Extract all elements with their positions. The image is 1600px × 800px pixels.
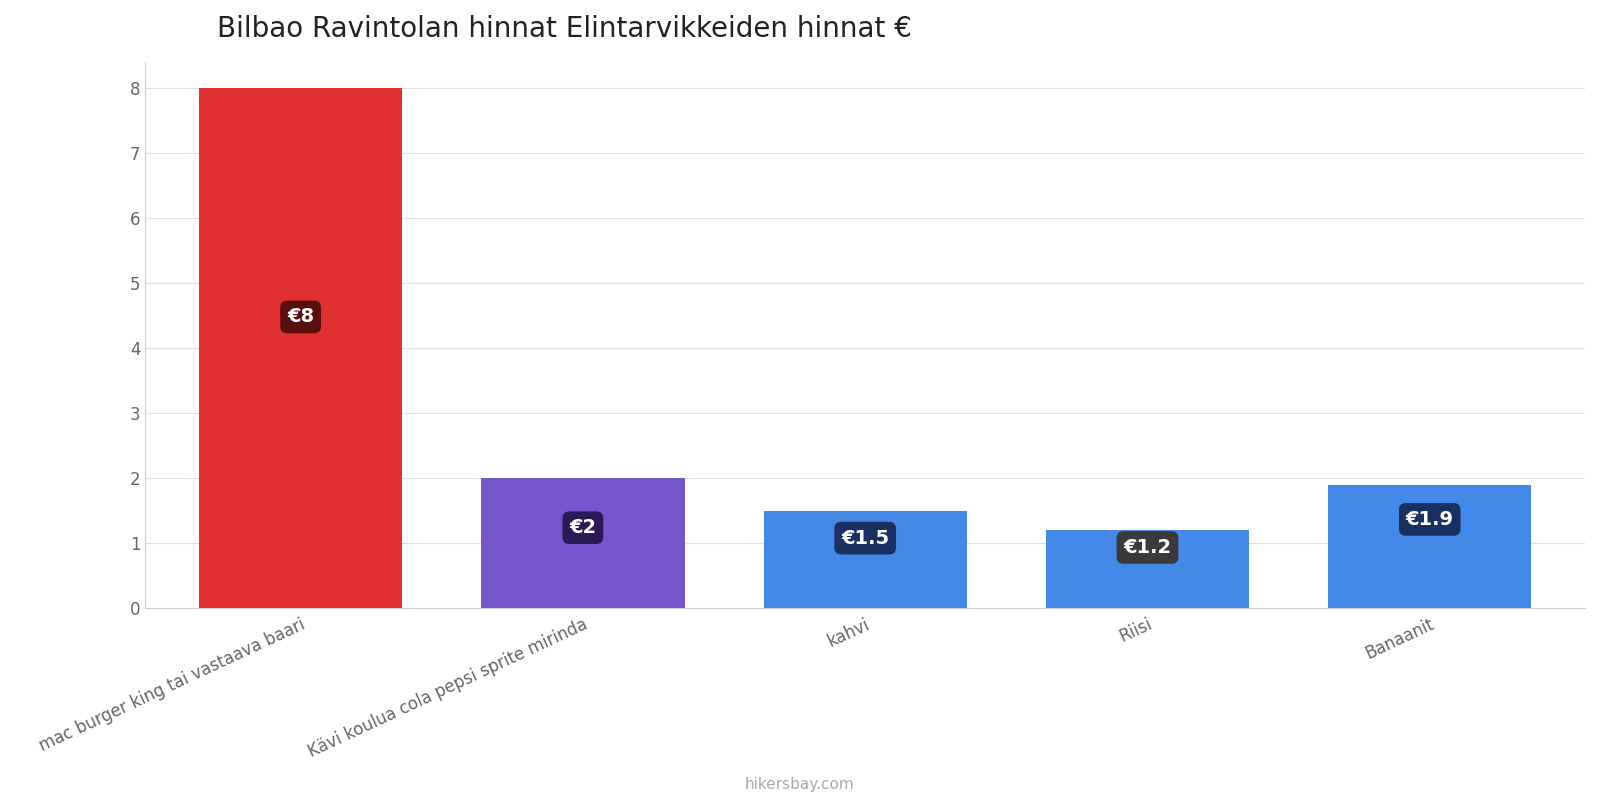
Text: €2: €2 (570, 518, 597, 538)
Bar (1046, 530, 1250, 608)
Bar (198, 88, 402, 608)
Text: €1.9: €1.9 (1406, 510, 1454, 529)
Bar (763, 511, 966, 608)
Text: €1.5: €1.5 (842, 529, 890, 548)
Text: €8: €8 (286, 307, 314, 326)
Text: €1.2: €1.2 (1123, 538, 1171, 557)
Text: hikersbay.com: hikersbay.com (746, 777, 854, 792)
Text: Bilbao Ravintolan hinnat Elintarvikkeiden hinnat €: Bilbao Ravintolan hinnat Elintarvikkeide… (218, 15, 912, 43)
Bar (482, 478, 685, 608)
Bar (1328, 485, 1531, 608)
